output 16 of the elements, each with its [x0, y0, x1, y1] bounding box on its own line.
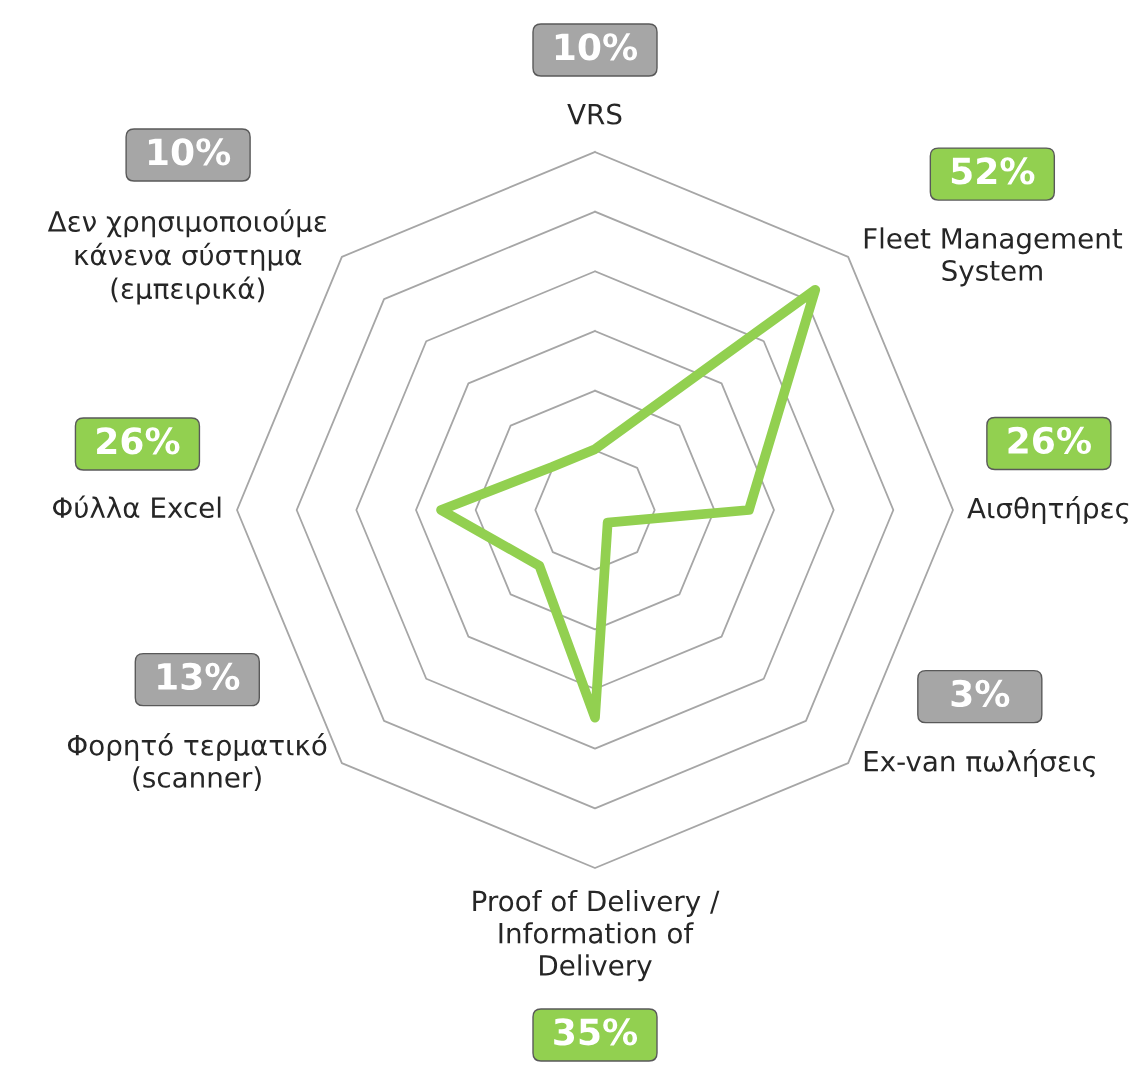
text: 26%	[1008, 426, 1091, 454]
text: 13%	[158, 662, 240, 691]
spoke-label: Φορητό τερματικό (scanner)	[67, 733, 327, 792]
text: 3%	[951, 679, 1010, 708]
text: 35%	[554, 1018, 638, 1046]
spoke-label: Αισθητήρες	[967, 495, 1129, 525]
text: 10%	[555, 33, 638, 61]
spoke-label: Φύλλα Excel	[53, 495, 221, 519]
text: 10%	[148, 138, 231, 166]
text: 26%	[97, 427, 180, 455]
spoke-label: Ex-van πωλήσεις	[864, 749, 1095, 778]
spoke-label: VRS	[567, 103, 622, 125]
spoke-label: Δεν χρησιμοποιούμε κάνενα σύστημα (εμπειρικά)	[47, 209, 326, 305]
text: 52%	[951, 157, 1035, 185]
spoke-label: Fleet Management System	[864, 227, 1123, 287]
spoke-label: Proof of Delivery / Information of Delivery	[473, 890, 720, 982]
